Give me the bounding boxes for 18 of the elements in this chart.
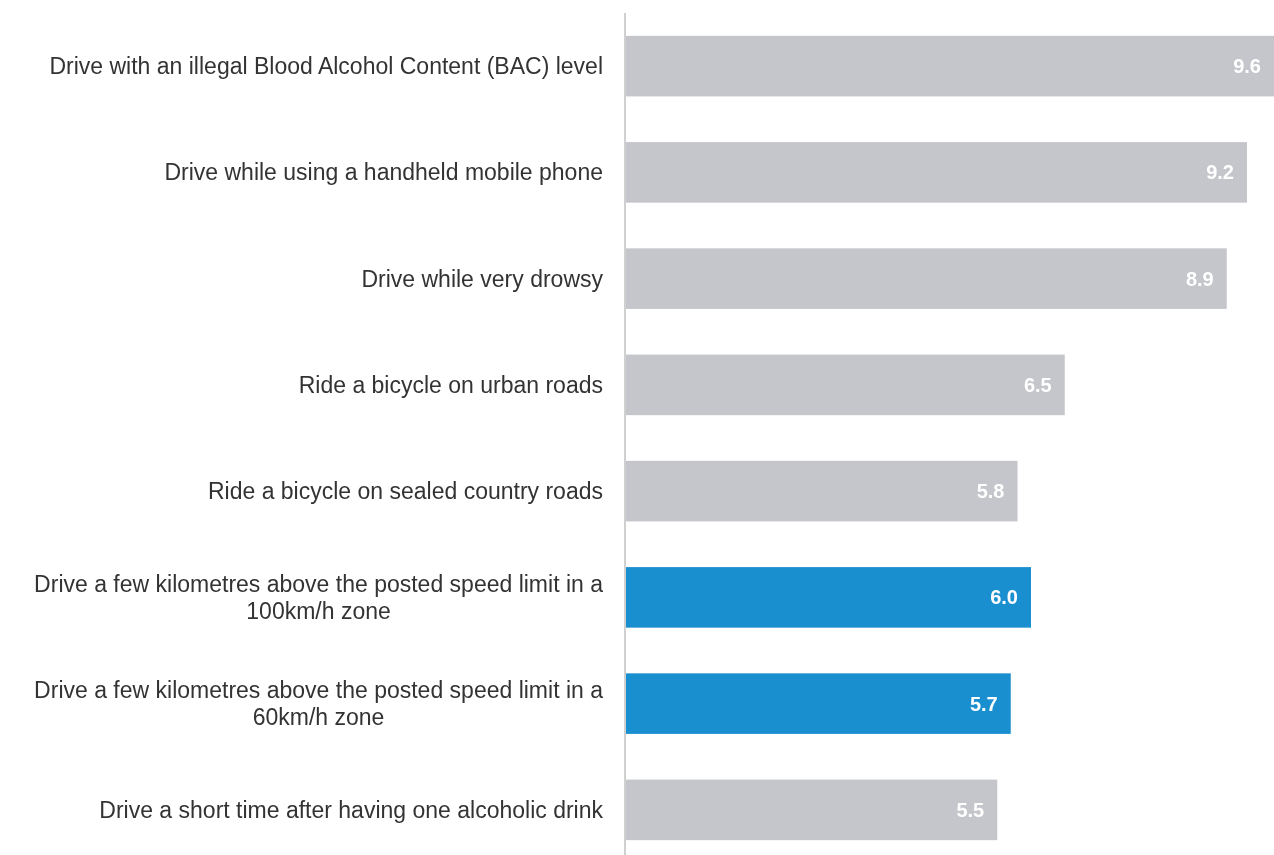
data-label: 9.6 bbox=[1233, 55, 1261, 78]
y-tick-label: Ride a bicycle on sealed country roads bbox=[207, 478, 603, 505]
data-label: 5.8 bbox=[976, 480, 1005, 503]
data-label: 6.5 bbox=[1023, 373, 1052, 396]
y-tick-label: Drive while very drowsy bbox=[361, 265, 604, 292]
y-tick-label: Drive a short time after having one alcoholic drink bbox=[99, 796, 604, 823]
data-label: 9.2 bbox=[1206, 161, 1234, 184]
bar bbox=[626, 673, 1011, 734]
y-tick-label: Drive with an illegal Blood Alcohol Content (BAC) level bbox=[49, 53, 603, 80]
data-label: 5.7 bbox=[969, 692, 998, 715]
y-tick-label: Drive a few kilometres above the posted speed limit in a 60km/h zone bbox=[34, 677, 604, 731]
data-label: 5.5 bbox=[956, 798, 985, 821]
y-tick-label: Ride a bicycle on urban roads bbox=[298, 371, 603, 398]
data-label: 8.9 bbox=[1185, 267, 1214, 290]
bar bbox=[626, 567, 1031, 628]
data-label: 6.0 bbox=[990, 586, 1018, 609]
y-tick-label: Drive a few kilometres above the posted speed limit in a 100km/h zone bbox=[34, 570, 604, 624]
y-tick-label: Drive while using a handheld mobile phone bbox=[164, 159, 603, 186]
